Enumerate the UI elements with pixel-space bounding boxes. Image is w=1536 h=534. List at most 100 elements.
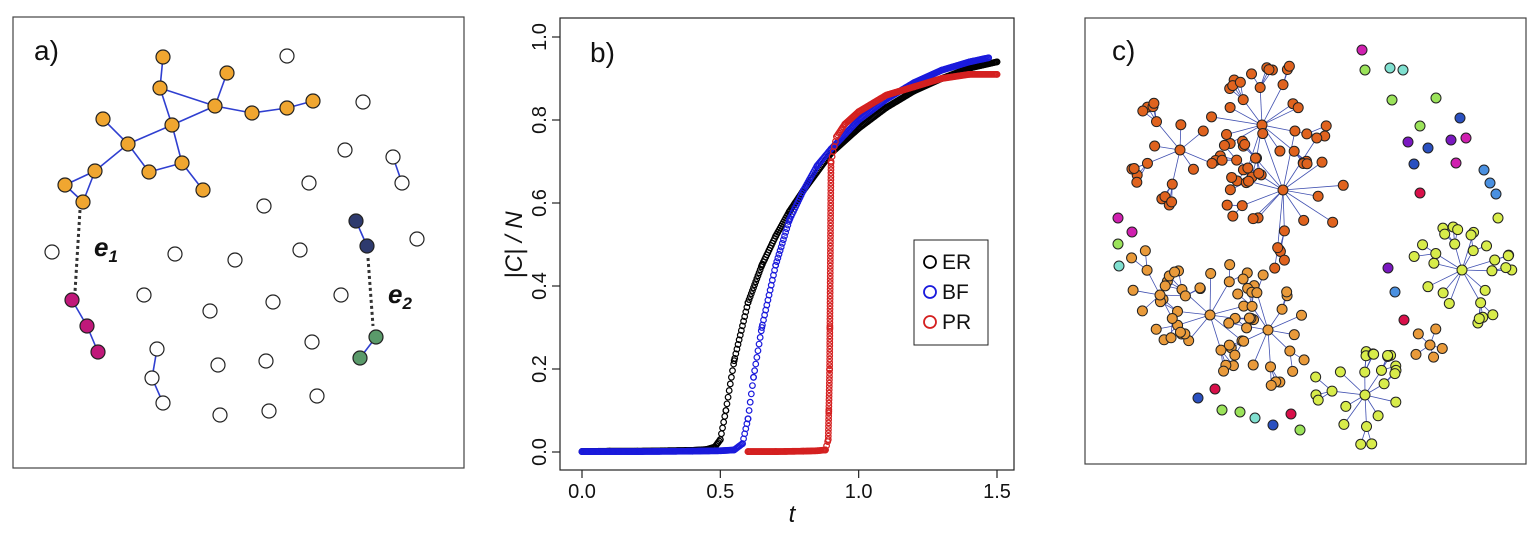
data-point-PR [827, 173, 835, 180]
cluster-node [1269, 262, 1281, 274]
legend-marker-PR [923, 315, 937, 329]
cluster-node [1169, 266, 1181, 278]
isolated-node [1234, 406, 1246, 418]
cluster-node [1128, 162, 1140, 174]
isolated-node [210, 357, 226, 373]
data-point-PR [825, 389, 833, 397]
cluster-node [1278, 254, 1290, 266]
cluster-node [1263, 64, 1275, 76]
isolated-node [385, 149, 401, 165]
data-point-BF [775, 250, 783, 258]
network-edge [1277, 189, 1284, 248]
isolated-node [1249, 412, 1261, 424]
giant-cluster-node [164, 117, 180, 133]
x-axis-label: t [789, 501, 797, 528]
data-point-ER [742, 308, 750, 316]
panel-c-frame [1084, 17, 1527, 465]
data-point-ER [724, 393, 732, 401]
giant-cluster-node [95, 111, 111, 127]
cluster-node [1288, 145, 1300, 157]
cluster-node [1218, 139, 1230, 151]
network-edge [1282, 189, 1305, 221]
data-point-PR [825, 426, 832, 433]
cluster-node [1473, 313, 1485, 325]
cluster-node [1159, 280, 1171, 292]
data-point-BF [965, 58, 973, 66]
cluster-node [1500, 262, 1512, 274]
cluster-node [1127, 284, 1139, 296]
cluster-node [1316, 156, 1328, 168]
data-point-BF [777, 243, 785, 251]
data-point-ER [751, 281, 759, 289]
data-point-ER [746, 293, 754, 301]
giant-cluster-node [305, 93, 321, 109]
cluster-node [1320, 120, 1332, 132]
cluster-node [1215, 344, 1227, 356]
data-point-PR [826, 285, 834, 293]
data-point-PR [827, 192, 835, 200]
cluster-node [1150, 323, 1162, 335]
cluster-node [1292, 102, 1304, 114]
cluster-node [1296, 309, 1308, 321]
network-edge [1209, 281, 1230, 316]
cluster-node [1278, 225, 1290, 237]
cluster-node [1310, 371, 1322, 383]
cluster-node [1289, 125, 1301, 137]
data-point-PR [826, 335, 834, 343]
magenta-cluster-node [90, 344, 106, 360]
isolated-node [1112, 212, 1124, 224]
isolated-node [1382, 262, 1394, 274]
network-edge [1242, 189, 1284, 207]
cluster-node [1375, 364, 1387, 376]
isolated-node [136, 287, 152, 303]
data-point-PR [826, 362, 834, 370]
data-point-PR [772, 448, 780, 455]
legend-label-PR: PR [942, 311, 971, 334]
added-edge-e1 [73, 209, 82, 293]
isolated-node [202, 303, 218, 319]
data-point-PR [827, 186, 835, 194]
data-point-BF [758, 324, 766, 331]
data-point-ER [736, 331, 744, 339]
data-point-BF [747, 390, 755, 398]
isolated-node [212, 407, 228, 423]
isolated-node [1267, 419, 1279, 431]
cluster-node [1277, 79, 1289, 91]
edge-label-e2: e2 [388, 279, 412, 313]
panel-c-label: c) [1112, 35, 1135, 66]
cluster-node [1422, 281, 1434, 293]
data-point-BF [578, 448, 586, 455]
cluster-node [1247, 359, 1259, 371]
data-point-PR [826, 332, 834, 340]
magenta-cluster-node [79, 318, 95, 334]
data-point-BF [780, 236, 787, 244]
data-point-PR [910, 83, 918, 91]
data-point-ER [722, 407, 730, 414]
cluster-node [1166, 196, 1178, 208]
data-point-PR [827, 229, 834, 237]
x-tick-label: 1.0 [845, 481, 873, 503]
isolated-node [1285, 408, 1297, 420]
cluster-node [1274, 145, 1286, 157]
data-point-ER [855, 124, 863, 132]
cluster-node [1229, 349, 1241, 361]
panel-a-edges [64, 56, 403, 404]
network-edge [1282, 189, 1333, 223]
giant-cluster-node [244, 105, 260, 121]
cluster-node [1486, 265, 1498, 277]
cluster-node [1452, 224, 1464, 236]
data-point-BF [855, 116, 863, 124]
data-point-PR [827, 182, 835, 190]
data-point-ER [730, 357, 738, 365]
network-edge [1261, 107, 1299, 126]
data-point-ER [772, 232, 780, 240]
data-point-PR [826, 322, 834, 330]
network-edge [1427, 269, 1463, 288]
cluster-node [1206, 111, 1218, 123]
data-point-BF [799, 187, 807, 194]
network-edge [1229, 124, 1263, 144]
data-point-ER [750, 284, 757, 292]
cluster-node [1410, 348, 1422, 360]
data-point-PR [825, 379, 833, 387]
